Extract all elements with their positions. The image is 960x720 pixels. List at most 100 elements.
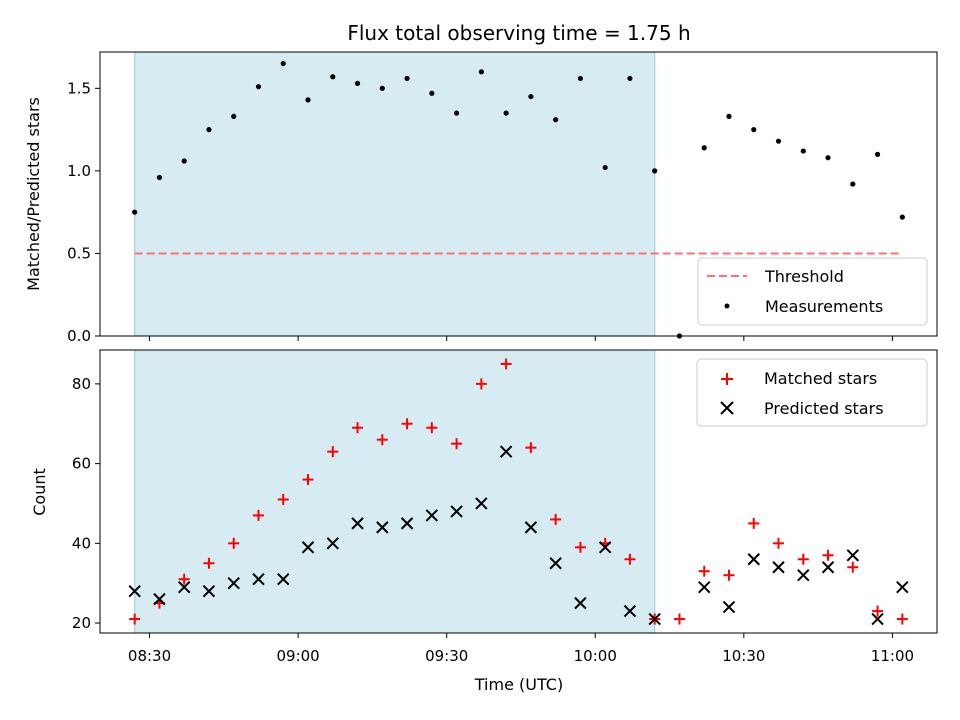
x-tick-label: 08:30	[128, 647, 171, 665]
matched-star-point	[822, 549, 834, 561]
predicted-star-point	[252, 572, 265, 586]
matched-star-point	[252, 509, 264, 521]
matched-star-point	[426, 422, 438, 434]
top-y-tick-label: 1.0	[67, 162, 91, 180]
bottom-y-tick-label: 80	[72, 375, 91, 393]
measurements-legend-label: Measurements	[765, 297, 883, 316]
measurement-point	[453, 110, 460, 116]
top-panel: 0.0 0.5 1.0 1.5 Matched/Predicted stars Thr…	[24, 51, 938, 345]
bottom-y-axis: 20 40 60 80	[72, 375, 100, 632]
matched-legend-label: Matched stars	[764, 369, 877, 388]
x-tick-label: 09:30	[425, 647, 468, 665]
predicted-star-point	[524, 521, 538, 534]
matched-star-point	[277, 493, 289, 505]
predicted-star-point	[177, 580, 191, 594]
matched-legend-swatch	[721, 373, 733, 385]
matched-star-point	[376, 434, 388, 446]
measurement-point	[553, 117, 559, 123]
matched-star-point	[723, 569, 735, 581]
bottom-axes-frame	[99, 349, 938, 634]
predicted-star-point	[871, 612, 884, 626]
matched-star-point	[475, 378, 487, 390]
measurement-point	[701, 145, 707, 151]
predicted-star-point	[128, 584, 141, 598]
matched-star-point	[673, 613, 685, 625]
predicted-star-point	[450, 505, 463, 518]
matched-star-point	[797, 553, 809, 565]
matched-star-point	[352, 422, 364, 434]
bottom-y-tick-label: 40	[72, 534, 91, 552]
measurement-point	[602, 164, 608, 171]
predicted-star-point	[896, 580, 909, 594]
predicted-star-point	[351, 517, 364, 530]
x-axis-label: Time (UTC)	[474, 675, 563, 694]
top-x-ticks	[149, 336, 893, 341]
bottom-legend-frame	[696, 358, 928, 427]
matched-star-point	[773, 537, 785, 549]
predicted-star-point	[797, 568, 810, 582]
measurement-point	[825, 155, 831, 161]
predicted-star-point	[747, 553, 760, 566]
x-tick-label: 09:00	[276, 647, 319, 665]
top-y-tick-label: 1.5	[67, 79, 91, 97]
predicted-star-point	[623, 604, 637, 618]
predicted-star-point	[425, 509, 439, 522]
matched-star-point	[574, 541, 586, 553]
x-tick-label: 10:00	[574, 647, 617, 665]
measurement-point	[379, 85, 385, 91]
measurement-point	[751, 127, 757, 133]
matched-star-point	[872, 605, 884, 617]
predicted-star-point	[722, 600, 736, 614]
top-axes-frame	[99, 51, 938, 337]
matched-star-point	[129, 613, 141, 625]
measurement-point	[206, 127, 212, 133]
measurement-point	[850, 181, 856, 187]
bottom-legend: Matched stars Predicted stars	[696, 358, 928, 427]
matched-star-point	[748, 517, 760, 529]
top-legend: Threshold Measurements	[697, 257, 928, 326]
predicted-star-point	[326, 537, 339, 550]
predicted-star-point	[153, 592, 166, 606]
matched-star-point	[896, 613, 908, 625]
predicted-star-point	[277, 572, 290, 586]
predicted-star-point	[598, 541, 612, 554]
measurement-point	[874, 151, 881, 157]
predicted-star-point	[648, 612, 661, 626]
measurement-point	[231, 113, 237, 119]
matched-star-point	[401, 418, 413, 430]
predicted-star-point	[202, 584, 216, 598]
measurement-point	[652, 168, 658, 174]
measurement-point	[800, 148, 806, 154]
predicted-legend-swatch	[720, 401, 734, 415]
predicted-star-point	[376, 521, 389, 534]
matched-star-point	[500, 358, 512, 370]
top-y-axis-label: Matched/Predicted stars	[24, 97, 43, 291]
predicted-legend-label: Predicted stars	[764, 399, 884, 418]
predicted-star-point	[846, 549, 860, 562]
matched-star-point	[698, 565, 710, 577]
bottom-y-tick-label: 20	[72, 614, 91, 632]
x-tick-label: 11:00	[871, 647, 914, 665]
predicted-star-point	[821, 561, 835, 574]
measurement-point	[280, 60, 286, 67]
threshold-legend-label: Threshold	[764, 267, 844, 286]
measurement-point	[429, 90, 435, 96]
matched-star-point	[451, 438, 463, 450]
predicted-star-point	[301, 541, 315, 554]
bottom-y-axis-label: Count	[30, 468, 49, 516]
measurement-point	[181, 158, 187, 164]
x-tick-label: 10:30	[722, 647, 765, 665]
measurement-point	[255, 84, 262, 90]
measurement-point	[627, 75, 633, 82]
matched-star-point	[203, 557, 215, 569]
top-y-tick-label: 0.0	[67, 327, 91, 345]
predicted-star-point	[400, 517, 414, 530]
measurement-point	[404, 75, 410, 82]
measurement-point	[899, 214, 905, 220]
measurement-point	[132, 209, 138, 215]
matched-star-point	[327, 446, 339, 458]
matched-star-point	[847, 561, 859, 573]
measurements-legend-swatch	[724, 303, 730, 309]
